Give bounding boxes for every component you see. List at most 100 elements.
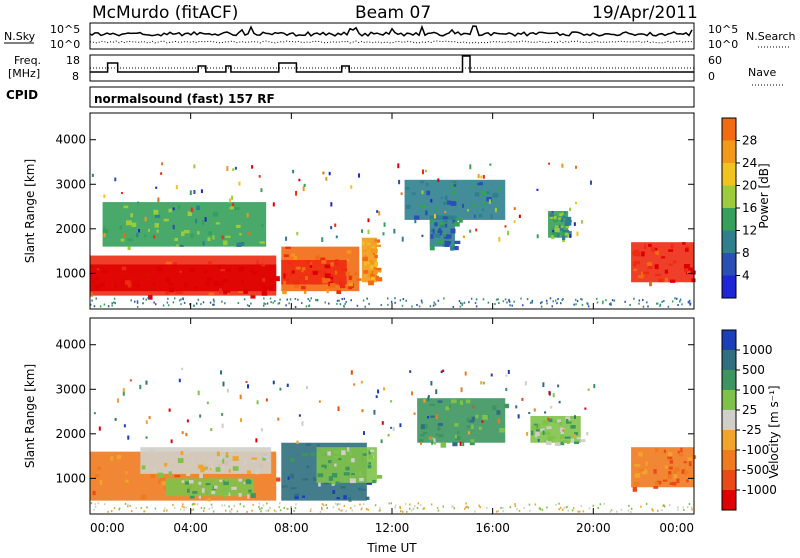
data-cell [312,270,318,275]
data-cell [325,176,328,181]
data-cell [506,230,509,236]
data-cell [592,504,595,507]
data-cell [430,199,433,203]
data-cell [683,509,685,512]
freq-panel: Freq. [MHz] 18 8 60 0 Nave [8,54,784,86]
data-cell [538,507,541,510]
data-cell [502,507,504,510]
data-cell [557,228,564,231]
data-cell [570,438,575,443]
x-tick-label: 16:00 [475,521,510,535]
data-cell [285,246,291,249]
data-cell [563,213,567,216]
freq-label-1: Freq. [14,54,41,67]
data-cell [366,297,368,300]
data-cell [170,439,173,444]
data-cell [475,305,478,308]
data-cell [451,242,455,247]
data-cell [368,280,374,286]
data-cell [285,236,288,241]
data-cell [148,416,151,420]
data-cell [429,245,435,251]
data-cell [153,235,156,239]
data-cell [286,298,288,301]
data-cell [562,429,565,432]
data-cell [180,451,184,456]
data-cell [515,405,518,409]
data-cell [442,505,444,508]
data-cell [551,227,555,231]
data-cell [183,301,186,304]
data-cell [157,197,160,203]
data-cell [564,232,569,236]
data-cell [179,270,182,273]
data-cell [674,297,676,300]
data-cell [410,509,413,512]
data-cell [454,245,459,250]
colorbar-cell [722,185,736,208]
y-tick-label: 2000 [55,222,86,236]
data-cell [293,284,300,288]
data-cell [536,188,539,191]
data-cell [416,303,418,306]
data-cell [459,441,462,446]
velocity-y-axis: 1000 2000 3000 4000 [55,338,694,485]
data-cell [645,502,648,505]
data-cell [561,508,564,511]
data-cell [401,304,404,307]
data-cell [269,506,271,509]
data-cell [462,235,465,238]
data-cell [434,214,439,220]
data-cell [148,449,155,452]
data-cell [336,497,340,500]
data-cell [192,508,195,511]
data-cell [125,479,129,483]
data-cell [195,218,198,224]
data-cell [474,192,480,197]
data-cell [205,466,208,471]
data-cell [267,509,270,512]
data-cell [688,299,691,302]
data-cell [211,506,213,509]
data-cell [387,433,390,437]
data-cell [210,503,213,506]
data-cell [655,250,659,255]
data-cell [102,229,109,234]
data-cell [667,456,673,460]
data-cell [328,171,331,176]
data-cell [442,216,448,220]
data-cell [463,507,466,510]
data-cell [290,487,297,490]
data-cell [577,510,580,513]
data-cell [97,502,99,505]
data-cell [362,453,367,456]
data-cell [420,424,425,430]
data-cell [518,214,521,219]
data-cell [394,301,396,304]
data-cell [171,491,174,495]
data-cell [560,441,565,446]
data-cell [474,510,476,513]
data-cell [455,217,462,221]
data-cell [546,506,548,509]
data-cell [114,417,117,421]
data-cell [276,477,281,482]
data-cell [687,301,690,304]
velocity-panel: 1000 2000 3000 4000 Slant Range [km] 1000 50… [23,317,781,515]
data-cell [330,202,333,207]
data-cell [457,431,460,434]
data-cell [688,302,691,305]
data-cell [277,302,280,305]
x-tick-label: 08:00 [274,521,309,535]
data-cell [481,420,484,423]
data-cell [334,261,340,266]
data-cell [419,442,422,445]
data-cell [609,510,612,513]
data-cell [329,282,336,288]
data-cell [684,268,688,273]
colorbar-cell [722,208,736,231]
data-cell [236,510,239,513]
data-cell [521,304,524,307]
data-cell [343,472,350,476]
data-cell [294,493,300,497]
